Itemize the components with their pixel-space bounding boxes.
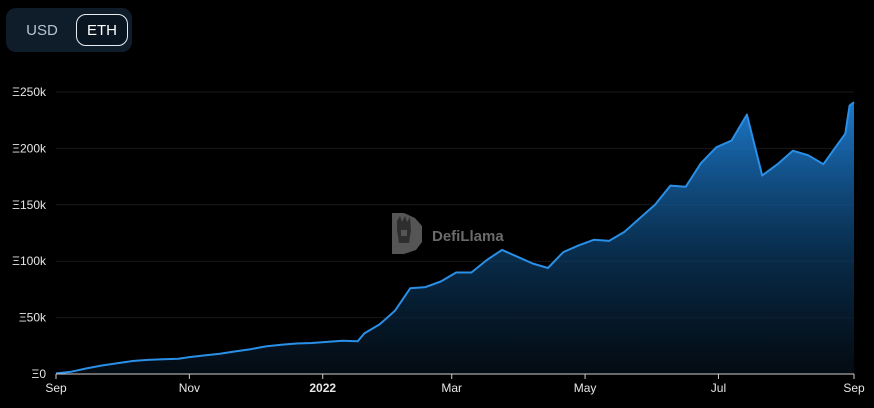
y-tick-label: Ξ200k — [12, 141, 47, 155]
y-tick-label: Ξ150k — [12, 198, 47, 212]
x-tick-label: Mar — [441, 381, 462, 395]
llama-logo-icon — [392, 213, 422, 254]
x-tick-label: Jul — [711, 381, 726, 395]
y-tick-label: Ξ50k — [19, 311, 47, 325]
x-tick-label: Sep — [843, 381, 865, 395]
y-tick-label: Ξ100k — [12, 254, 47, 268]
x-tick-label: Sep — [45, 381, 67, 395]
eth-toggle-button[interactable]: ETH — [76, 14, 128, 46]
series-area-fill — [56, 102, 854, 374]
y-axis: Ξ0 Ξ50k Ξ100k Ξ150k Ξ200k Ξ250k — [12, 85, 47, 381]
x-tick-label: Nov — [179, 381, 200, 395]
defillama-watermark: DefiLlama — [392, 213, 504, 254]
watermark-text: DefiLlama — [432, 228, 504, 245]
currency-toggle: USD ETH — [6, 8, 132, 52]
x-tick-label: May — [574, 381, 597, 395]
x-tick-label: 2022 — [309, 381, 336, 395]
y-tick-label: Ξ0 — [32, 367, 47, 381]
x-axis: Sep Nov 2022 Mar May Jul Sep — [45, 373, 865, 395]
series-line — [55, 101, 855, 375]
y-tick-label: Ξ250k — [12, 85, 47, 99]
usd-toggle-button[interactable]: USD — [26, 21, 58, 39]
